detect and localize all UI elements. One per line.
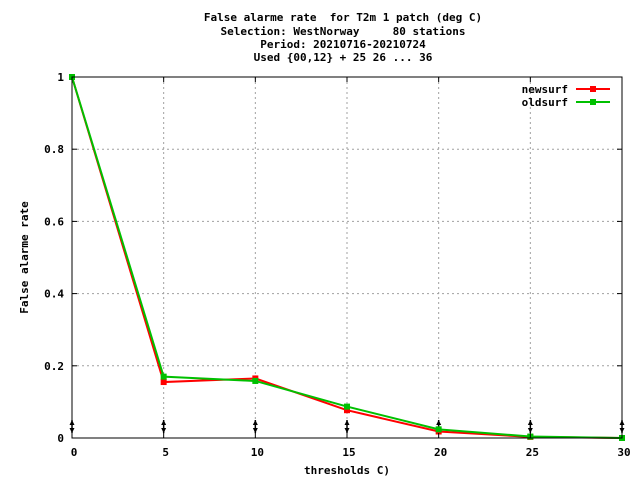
x-tick-label: 10 — [251, 446, 264, 459]
threshold-marker-tail — [344, 420, 350, 425]
threshold-marker-head — [527, 428, 533, 433]
x-tick-label: 15 — [342, 446, 355, 459]
y-tick-label: 0.2 — [44, 360, 64, 373]
threshold-marker-head — [252, 428, 258, 433]
y-axis-label: False alarme rate — [18, 201, 31, 314]
title-line-4: Used {00,12} + 25 26 ... 36 — [253, 51, 433, 64]
title-line-1: False alarme rate for T2m 1 patch (deg C… — [203, 11, 483, 24]
title-line-3: Period: 20210716-20210724 — [260, 38, 426, 51]
threshold-marker-tail — [161, 420, 167, 425]
y-tick-label: 0.8 — [44, 143, 64, 156]
newsurf-point — [160, 379, 167, 386]
x-tick-label: 0 — [71, 446, 78, 459]
x-tick-label: 20 — [434, 446, 447, 459]
legend-marker-oldsurf — [590, 99, 596, 105]
title-line-2: Selection: WestNorway 80 stations — [220, 25, 466, 38]
x-axis-label: thresholds C) — [304, 464, 390, 477]
oldsurf-point — [160, 373, 167, 380]
threshold-marker-tail — [527, 420, 533, 425]
threshold-markers — [69, 420, 625, 433]
threshold-marker-tail — [252, 420, 258, 425]
x-tick-label: 30 — [617, 446, 630, 459]
axis-ticks: 00.20.40.60.810 5 10 15 20 25 30 — [44, 71, 631, 459]
legend-marker-newsurf — [590, 86, 596, 92]
y-tick-label: 0.6 — [44, 215, 64, 228]
y-tick-label: 0.4 — [44, 288, 64, 301]
y-tick-label: 0 — [57, 432, 64, 445]
x-tick-label: 5 — [162, 446, 169, 459]
newsurf-point — [344, 407, 350, 414]
oldsurf-point — [252, 377, 259, 384]
oldsurf-point — [435, 426, 442, 433]
grid — [72, 77, 622, 438]
legend-label-oldsurf: oldsurf — [522, 96, 568, 109]
x-tick-label: 25 — [526, 446, 539, 459]
threshold-marker-head — [161, 428, 167, 433]
legend-label-newsurf: newsurf — [522, 83, 568, 96]
y-tick-label: 1 — [57, 71, 64, 84]
oldsurf-point — [344, 403, 350, 410]
threshold-marker-head — [344, 428, 350, 433]
threshold-marker-tail — [436, 420, 442, 425]
